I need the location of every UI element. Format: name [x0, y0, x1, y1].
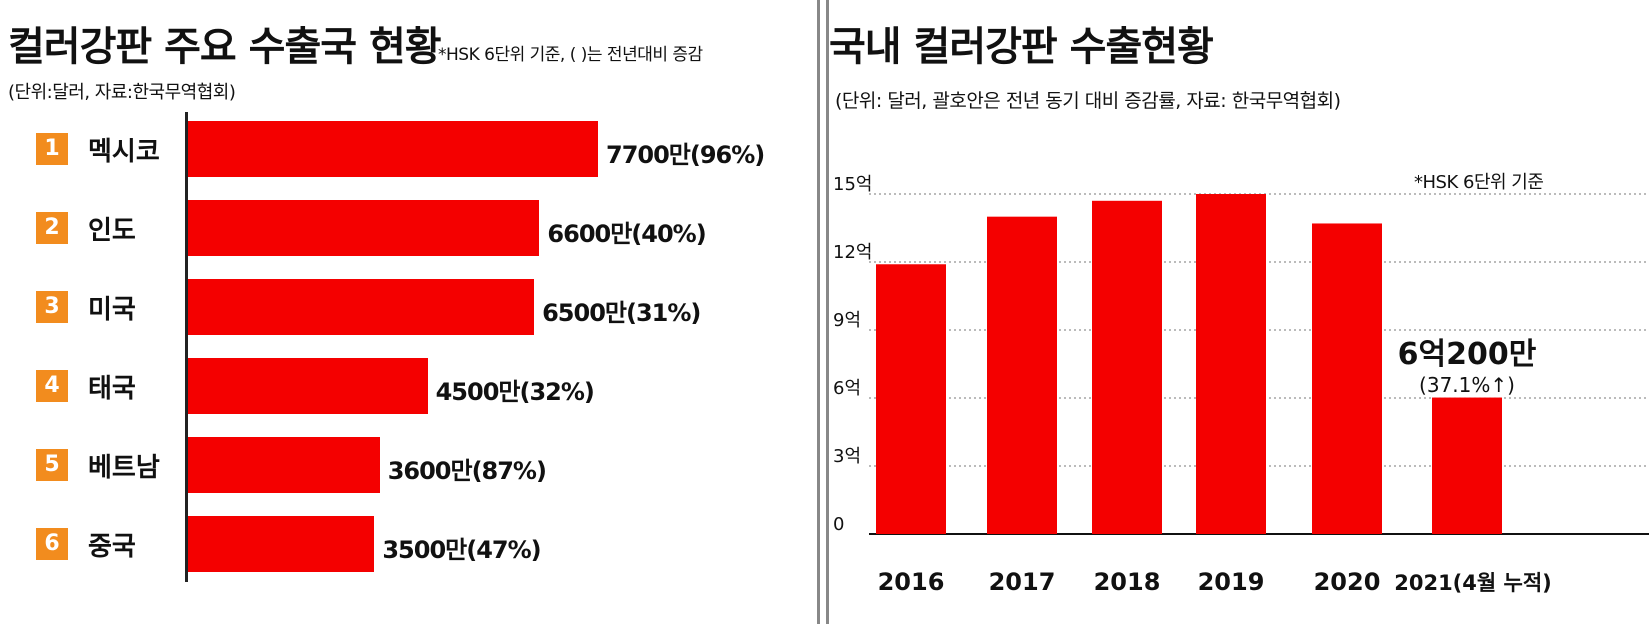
bar-value-label: 4500만(32%): [435, 378, 595, 406]
right-chart-note: *HSK 6단위 기준: [1414, 172, 1544, 193]
y-tick-label: 6억: [833, 378, 861, 399]
right-chart-title: 국내 컬러강판 수출현황: [829, 24, 1214, 70]
y-tick-label: 9억: [833, 310, 861, 331]
y-tick-label: 3억: [833, 446, 861, 467]
bar-value-label: 6600만(40%): [547, 220, 706, 248]
rank-badge: 1: [36, 133, 68, 165]
bar-value-label: 3600만(87%): [387, 457, 547, 485]
y-tick-label: 15억: [833, 174, 872, 195]
bar-value-label: 7700만(96%): [606, 141, 765, 169]
left-chart-title: 컬러강판 주요 수출국 현황: [8, 24, 442, 70]
country-bar: [188, 121, 598, 177]
year-bar: [1432, 397, 1502, 534]
country-label: 베트남: [88, 453, 160, 483]
x-tick-label: 2019: [1198, 568, 1265, 596]
right-chart-svg: 0 3억 6억 9억 12억 15억 2016 2017 2018 2019 2020 2021(4월…: [833, 174, 1649, 596]
right-chart-unit: (단위: 달러, 괄호안은 전년 동기 대비 증감률, 자료: 한국무역협회): [835, 90, 1341, 112]
year-bar: [987, 216, 1057, 534]
year-bar: [1196, 194, 1266, 534]
x-tick-label: 2020: [1314, 568, 1381, 596]
rank-badge: 5: [36, 449, 68, 481]
country-label: 멕시코: [88, 137, 160, 167]
rank-badge: 3: [36, 291, 68, 323]
highlight-change-label: (37.1%↑): [1419, 373, 1515, 397]
rank-badge: 4: [36, 370, 68, 402]
y-tick-label: 0: [833, 514, 844, 535]
country-bar: [188, 437, 380, 493]
y-tick-label: 12억: [833, 242, 872, 263]
x-tick-label: 2021(4월 누적): [1394, 571, 1552, 595]
x-tick-label: 2016: [878, 568, 945, 596]
year-bar: [876, 264, 946, 534]
country-bar: [188, 200, 540, 256]
left-chart-axis: [185, 112, 188, 582]
country-bar: [188, 516, 375, 572]
highlight-value-label: 6억200만: [1398, 337, 1537, 372]
left-chart-note: *HSK 6단위 기준, ( )는 전년대비 증감: [438, 45, 703, 65]
right-chart-panel: 국내 컬러강판 수출현황 (단위: 달러, 괄호안은 전년 동기 대비 증감률,…: [826, 0, 1650, 624]
rank-badge: 2: [36, 212, 68, 244]
rank-badge: 6: [36, 528, 68, 560]
country-bar: [188, 358, 428, 414]
country-label: 태국: [88, 374, 136, 404]
left-chart-unit: (단위:달러, 자료:한국무역협회): [8, 82, 236, 103]
bar-value-label: 6500만(31%): [542, 299, 701, 327]
country-bar: [188, 279, 535, 335]
x-tick-label: 2017: [989, 568, 1056, 596]
year-bar: [1312, 223, 1382, 534]
country-label: 중국: [88, 532, 136, 562]
bar-value-label: 3500만(47%): [382, 536, 541, 564]
left-chart-panel: 컬러강판 주요 수출국 현황 *HSK 6단위 기준, ( )는 전년대비 증감…: [0, 0, 820, 624]
x-tick-label: 2018: [1094, 568, 1161, 596]
country-label: 인도: [88, 216, 136, 246]
country-label: 미국: [88, 295, 136, 325]
year-bar: [1092, 200, 1162, 535]
